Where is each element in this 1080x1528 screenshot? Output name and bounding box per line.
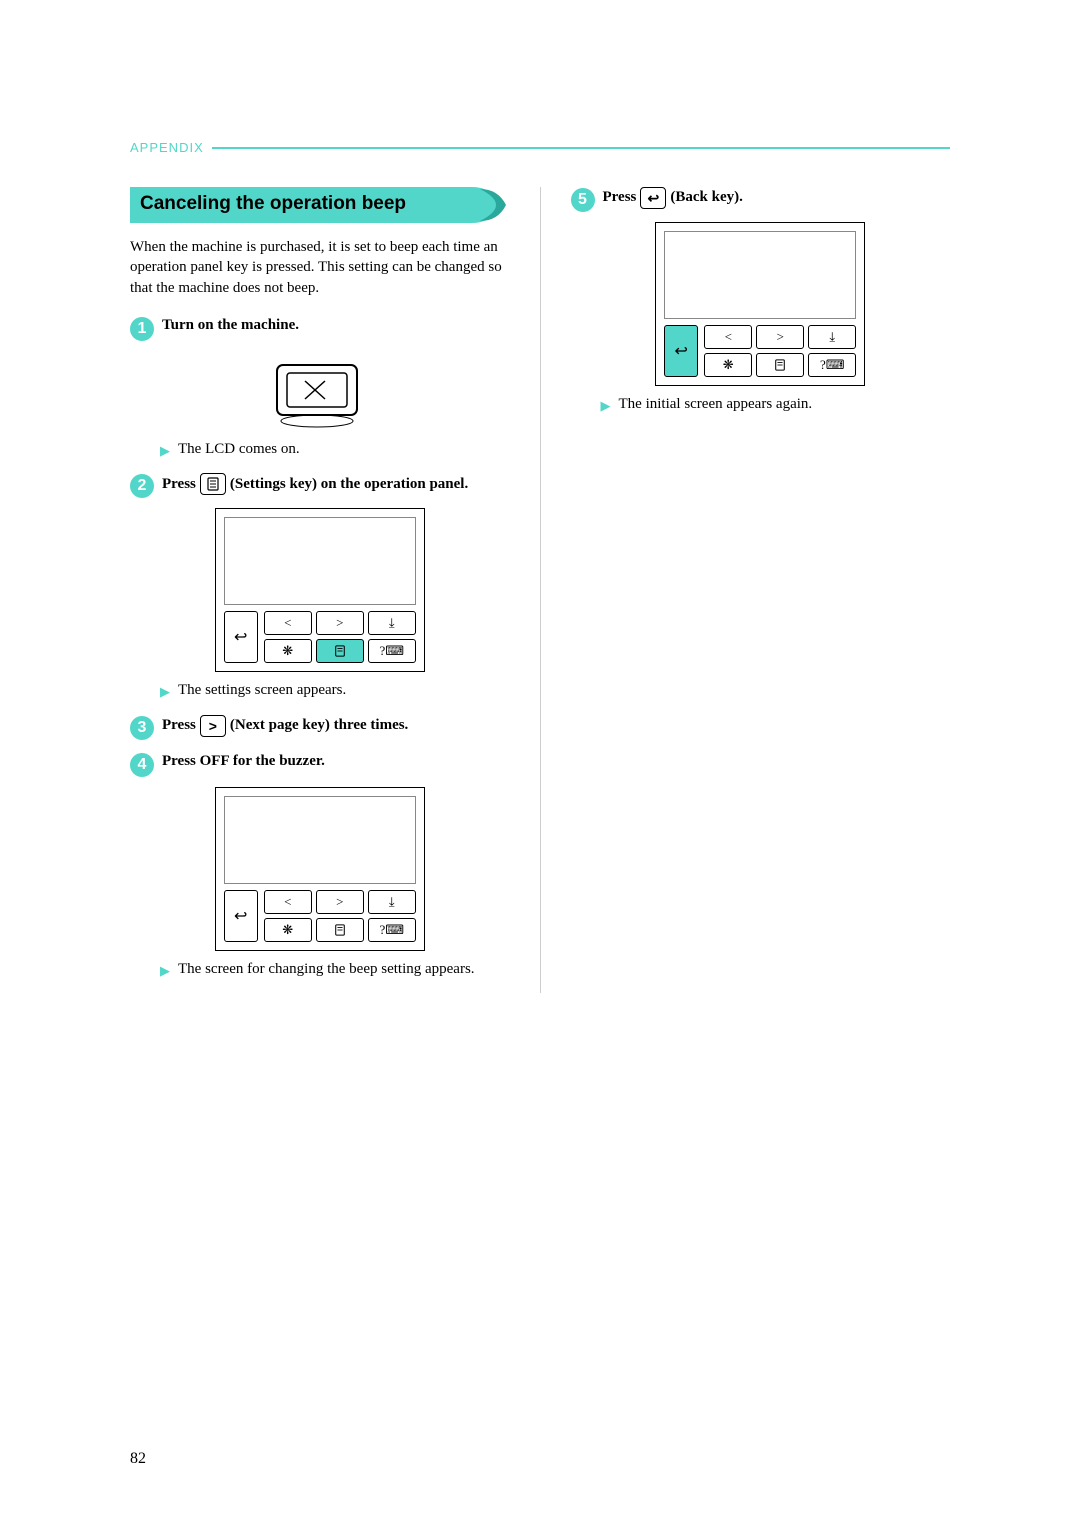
step-3-number: 3	[130, 716, 154, 740]
presser-key-icon: ⤓	[368, 611, 416, 635]
lcd-screen	[224, 517, 416, 605]
step-2: 2 Press (Settings key) on the operation …	[130, 473, 510, 701]
result-triangle-icon: ▶	[160, 442, 170, 460]
step-4-figure: ↩ < > ⤓ ❋ ?⌨	[130, 787, 510, 951]
column-divider	[540, 187, 541, 993]
step-1-figure	[130, 351, 510, 431]
lcd-key-grid: < > ⤓ ❋ ?⌨	[264, 890, 416, 942]
step-4-result-text: The screen for changing the beep setting…	[178, 959, 475, 979]
lcd-panel-4: ↩ < > ⤓ ❋ ?⌨	[215, 787, 425, 951]
needle-key-icon: ❋	[264, 639, 312, 663]
lcd-keys: ↩ < > ⤓ ❋ ?⌨	[224, 890, 416, 942]
result-triangle-icon: ▶	[160, 962, 170, 980]
step-3-text: Press > (Next page key) three times.	[162, 715, 408, 737]
step-2-post: (Settings key) on the operation panel.	[230, 475, 468, 495]
lcd-keys: ↩ < > ⤓ ❋ ?⌨	[664, 325, 856, 377]
step-4-number: 4	[130, 753, 154, 777]
lcd-panel-2: ↩ < > ⤓ ❋ ?⌨	[215, 508, 425, 672]
appendix-rule	[212, 147, 950, 149]
step-4-head: 4 Press OFF for the buzzer.	[130, 752, 510, 777]
step-5-result-text: The initial screen appears again.	[619, 394, 813, 414]
step-5-text: Press ↩ (Back key).	[603, 187, 743, 209]
step-2-figure: ↩ < > ⤓ ❋ ?⌨	[130, 508, 510, 672]
next-page-key-icon: >	[200, 715, 226, 737]
step-5-pre: Press	[603, 188, 637, 208]
lcd-screen	[664, 231, 856, 319]
step-4-text: Press OFF for the buzzer.	[162, 752, 325, 772]
presser-key-icon: ⤓	[368, 890, 416, 914]
back-key-highlighted-icon: ↩	[664, 325, 698, 377]
step-2-result-text: The settings screen appears.	[178, 680, 346, 700]
back-key-box-icon: ↩	[640, 187, 666, 209]
step-5-result: ▶ The initial screen appears again.	[601, 394, 951, 415]
step-1: 1 Turn on the machine. ▶ The LCD comes o…	[130, 316, 510, 460]
step-2-pre: Press	[162, 475, 196, 495]
lcd-screen	[224, 796, 416, 884]
prev-key-icon: <	[704, 325, 752, 349]
step-2-number: 2	[130, 474, 154, 498]
step-1-result: ▶ The LCD comes on.	[160, 439, 510, 460]
step-3-post: (Next page key) three times.	[230, 716, 408, 736]
machine-illustration-icon	[265, 351, 375, 431]
next-key-icon: >	[756, 325, 804, 349]
content-columns: Canceling the operation beep When the ma…	[130, 187, 950, 993]
step-4-result: ▶ The screen for changing the beep setti…	[160, 959, 510, 980]
step-2-result: ▶ The settings screen appears.	[160, 680, 510, 701]
help-key-icon: ?⌨	[368, 639, 416, 663]
step-1-head: 1 Turn on the machine.	[130, 316, 510, 341]
step-5-figure: ↩ < > ⤓ ❋ ?⌨	[571, 222, 951, 386]
step-1-number: 1	[130, 317, 154, 341]
intro-text: When the machine is purchased, it is set…	[130, 237, 510, 298]
lcd-key-grid: < > ⤓ ❋ ?⌨	[704, 325, 856, 377]
result-triangle-icon: ▶	[601, 397, 611, 415]
next-key-icon: >	[316, 611, 364, 635]
help-key-icon: ?⌨	[808, 353, 856, 377]
settings-key-highlighted-icon	[316, 639, 364, 663]
lcd-panel-5: ↩ < > ⤓ ❋ ?⌨	[655, 222, 865, 386]
step-3: 3 Press > (Next page key) three times.	[130, 715, 510, 740]
step-3-head: 3 Press > (Next page key) three times.	[130, 715, 510, 740]
result-triangle-icon: ▶	[160, 683, 170, 701]
settings-key-icon	[756, 353, 804, 377]
step-2-head: 2 Press (Settings key) on the operation …	[130, 473, 510, 498]
presser-key-icon: ⤓	[808, 325, 856, 349]
section-title-wrap: Canceling the operation beep	[130, 187, 510, 223]
settings-key-icon	[200, 473, 226, 495]
help-key-icon: ?⌨	[368, 918, 416, 942]
step-4: 4 Press OFF for the buzzer. ↩ < > ⤓ ❋	[130, 752, 510, 980]
prev-key-icon: <	[264, 611, 312, 635]
appendix-label: APPENDIX	[130, 140, 204, 155]
prev-key-icon: <	[264, 890, 312, 914]
step-1-text: Turn on the machine.	[162, 316, 299, 336]
needle-key-icon: ❋	[704, 353, 752, 377]
section-title-swoosh-icon	[472, 187, 510, 223]
step-5-post: (Back key).	[670, 188, 743, 208]
lcd-keys: ↩ < > ⤓ ❋ ?⌨	[224, 611, 416, 663]
step-3-pre: Press	[162, 716, 196, 736]
right-column: 5 Press ↩ (Back key). ↩ <	[571, 187, 951, 993]
back-key-icon: ↩	[224, 890, 258, 942]
section-title: Canceling the operation beep	[130, 187, 472, 223]
step-5: 5 Press ↩ (Back key). ↩ <	[571, 187, 951, 415]
step-5-number: 5	[571, 188, 595, 212]
lcd-key-grid: < > ⤓ ❋ ?⌨	[264, 611, 416, 663]
next-key-icon: >	[316, 890, 364, 914]
back-key-icon: ↩	[224, 611, 258, 663]
needle-key-icon: ❋	[264, 918, 312, 942]
step-2-text: Press (Settings key) on the operation pa…	[162, 473, 468, 495]
step-5-head: 5 Press ↩ (Back key).	[571, 187, 951, 212]
page-number: 82	[130, 1450, 146, 1468]
manual-page: APPENDIX Canceling the operation beep Wh…	[0, 0, 1080, 1528]
left-column: Canceling the operation beep When the ma…	[130, 187, 510, 993]
appendix-header: APPENDIX	[130, 140, 950, 155]
step-1-result-text: The LCD comes on.	[178, 439, 300, 459]
settings-key-icon	[316, 918, 364, 942]
